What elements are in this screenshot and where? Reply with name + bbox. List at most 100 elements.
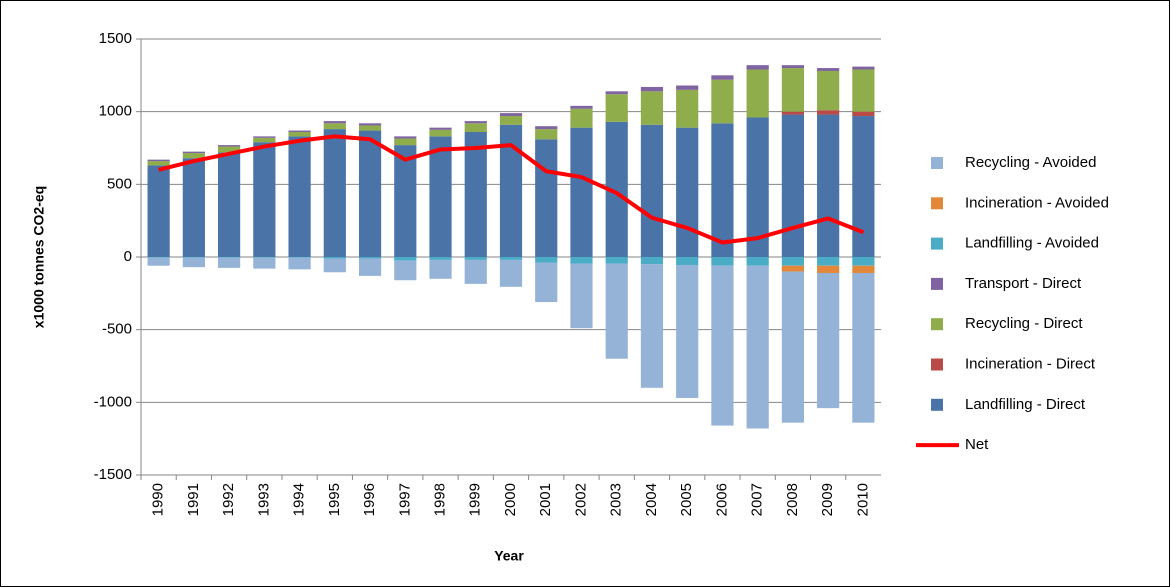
bar-segment	[535, 139, 558, 257]
line-series	[158, 134, 865, 245]
bar-segment	[711, 79, 734, 124]
bar-segment	[852, 66, 875, 70]
bar-segment	[570, 257, 593, 264]
x-tick-label: 2007	[749, 483, 766, 516]
bar-segment	[781, 111, 805, 115]
bar-segment	[182, 153, 205, 159]
bar-segment	[464, 121, 487, 124]
bar-segment	[711, 123, 734, 257]
legend-swatch	[931, 237, 943, 250]
bar-segment	[499, 124, 523, 257]
legend-label: Landfilling - Avoided	[965, 235, 1099, 252]
bar-segment	[147, 257, 170, 266]
bar-segment	[394, 136, 417, 139]
bar-segment	[499, 116, 523, 125]
bar-segment	[817, 257, 840, 266]
y-tick-label: 0	[124, 248, 132, 265]
bar-segment	[429, 129, 452, 137]
bar-segment	[640, 124, 664, 257]
bar-segment	[358, 125, 382, 131]
bar-segment	[535, 257, 558, 263]
bar-segment	[288, 257, 311, 270]
bar-segment	[781, 114, 805, 257]
bar-segment	[570, 127, 593, 257]
x-tick-label: 2008	[784, 483, 801, 516]
bar-segment	[323, 257, 346, 259]
bar-segment	[182, 151, 205, 154]
bar-segment	[253, 257, 276, 258]
legend-swatch	[931, 318, 943, 331]
bar-segment	[781, 68, 805, 112]
x-tick-label: 2001	[537, 483, 554, 516]
bar-segment	[253, 137, 276, 143]
x-tick-label: 1994	[291, 483, 308, 516]
legend-label: Recycling - Direct	[965, 315, 1083, 332]
legend-label: Recycling - Avoided	[965, 154, 1096, 171]
bar-segment	[358, 257, 382, 259]
bar-segment	[499, 259, 523, 287]
bar-segment	[817, 68, 840, 71]
bar-segment	[323, 129, 346, 257]
bar-segment	[781, 257, 805, 266]
legend-label: Landfilling - Direct	[965, 396, 1086, 413]
bar-segment	[147, 161, 170, 166]
bar-segment	[464, 257, 487, 260]
bar-segment	[147, 257, 170, 258]
legend-label: Transport - Direct	[965, 275, 1082, 292]
bar-segment	[605, 94, 628, 122]
bar-segment	[535, 126, 558, 130]
legend-swatch	[931, 398, 943, 411]
bar-segment	[464, 123, 487, 133]
x-tick-label: 1990	[150, 483, 167, 516]
bar-segment	[253, 136, 276, 138]
bar-segment	[182, 158, 205, 257]
bar-segment	[253, 142, 276, 257]
legend-label: Incineration - Avoided	[965, 194, 1109, 211]
bar-segment	[570, 105, 593, 109]
x-tick-label: 1998	[431, 483, 448, 516]
bar-segment	[676, 264, 699, 398]
x-axis-title: Year	[494, 548, 524, 564]
y-tick-label: -500	[102, 321, 132, 338]
bar-segment	[499, 113, 523, 117]
bar-segment	[394, 260, 417, 281]
bar-segment	[746, 65, 769, 70]
legend-label: Net	[965, 436, 989, 453]
bar-segment	[570, 263, 593, 329]
bar-segment	[640, 86, 664, 92]
bar-segment	[288, 132, 311, 137]
bar-segment	[817, 114, 840, 257]
bar-segment	[358, 123, 382, 126]
bar-segment	[323, 123, 346, 130]
x-tick-label: 1995	[326, 483, 343, 516]
x-tick-label: 1999	[467, 483, 484, 516]
bar-segment	[147, 159, 170, 162]
bar-segment	[711, 265, 734, 426]
legend-label: Incineration - Direct	[965, 355, 1096, 372]
legend-swatch	[931, 157, 943, 169]
bar-segment	[817, 272, 840, 409]
bar-segment	[182, 257, 205, 258]
bar-segment	[852, 257, 875, 266]
bar-segment	[182, 257, 205, 268]
bar-segment	[852, 116, 875, 257]
bar-segment	[394, 145, 417, 257]
bar-segment	[394, 138, 417, 146]
y-tick-label: 1000	[99, 103, 132, 120]
bar-segment	[605, 257, 628, 264]
bar-segment	[852, 265, 875, 273]
bar-segment	[288, 130, 311, 133]
bar-segment	[781, 65, 805, 69]
bar-segment	[217, 145, 241, 147]
bar-segment	[817, 70, 840, 111]
bar-segment	[711, 75, 734, 80]
bar-segment	[288, 257, 311, 258]
bar-segment	[640, 91, 664, 125]
bar-segment	[429, 136, 452, 257]
bar-segment	[817, 110, 840, 115]
bar-segment	[746, 265, 769, 429]
x-tick-label: 2004	[643, 483, 660, 516]
bar-segment	[217, 146, 241, 153]
bar-segment	[464, 132, 487, 257]
